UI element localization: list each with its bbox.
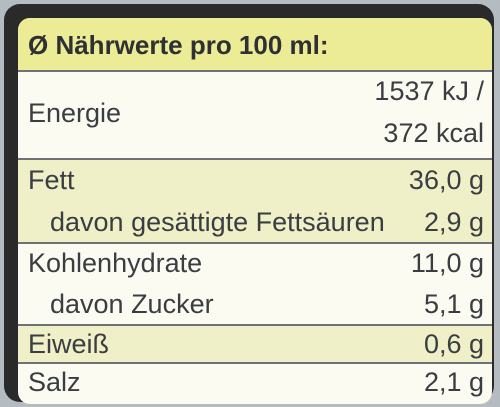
nutrition-label: Ø Nährwerte pro 100 ml: Energie 1537 kJ … (4, 4, 494, 404)
row-value: 2,9 g (423, 207, 484, 237)
table-title: Ø Nährwerte pro 100 ml: (28, 30, 329, 60)
row-value: 5,1 g (423, 289, 484, 319)
row-label: Energie (28, 98, 122, 128)
row-label: Kohlenhydrate (28, 248, 203, 278)
table-group-fett: Fett 36,0 g davon gesättigte Fettsäuren … (18, 160, 492, 242)
row-value: 11,0 g (410, 248, 484, 278)
divider (18, 362, 492, 364)
row-label: davon Zucker (50, 289, 214, 319)
row-label: Salz (28, 367, 81, 397)
table-group-kohlenhydrate: Kohlenhydrate 11,0 g davon Zucker 5,1 g (18, 244, 492, 324)
row-label: Fett (28, 165, 75, 195)
row-value: 36,0 g (408, 165, 484, 195)
divider (18, 324, 492, 326)
divider (18, 242, 492, 244)
row-value: 2,1 g (423, 367, 484, 397)
row-value-kcal: 372 kcal (383, 118, 484, 148)
table-row-energie: Energie 1537 kJ / 372 kcal (18, 72, 492, 158)
divider (18, 158, 492, 160)
row-value-kj: 1537 kJ / (374, 76, 484, 106)
row-label: Eiweiß (28, 329, 110, 359)
row-value: 0,6 g (423, 329, 484, 359)
nutrition-table: Ø Nährwerte pro 100 ml: Energie 1537 kJ … (18, 18, 492, 404)
table-row-eiweiss: Eiweiß 0,6 g (18, 326, 492, 362)
row-label: davon gesättigte Fettsäuren (50, 207, 385, 237)
table-row-salz: Salz 2,1 g (18, 364, 492, 404)
table-header: Ø Nährwerte pro 100 ml: (18, 18, 492, 70)
divider (18, 70, 492, 72)
